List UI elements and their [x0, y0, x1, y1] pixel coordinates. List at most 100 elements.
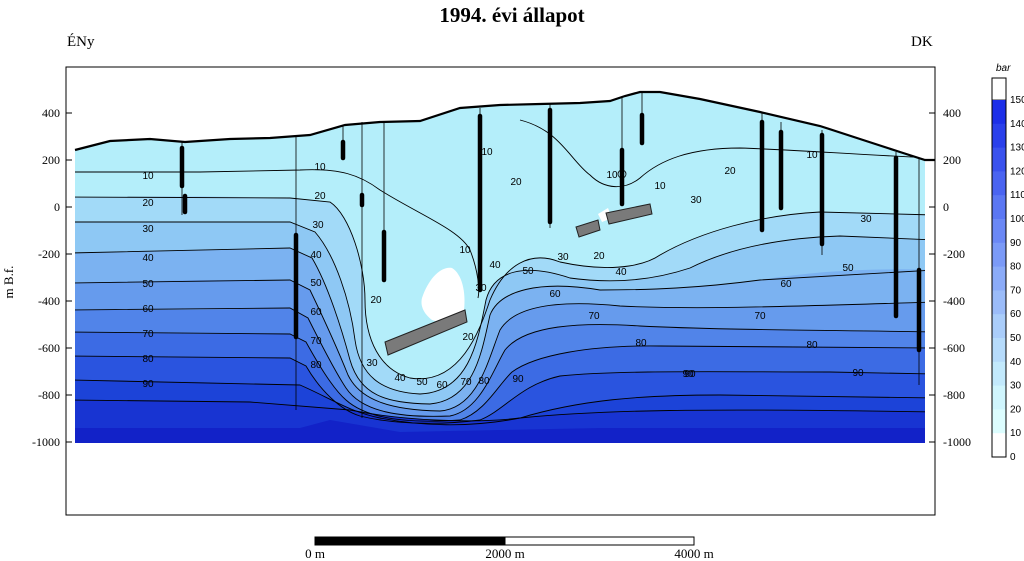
surface-line — [74, 90, 935, 162]
contour-60 — [75, 307, 925, 417]
contour-label: 30 — [366, 358, 378, 369]
contour-90 — [75, 379, 925, 426]
colorbar-outline — [991, 77, 1007, 458]
contour-label: 70 — [310, 336, 322, 347]
right-tick-label: -200 — [943, 247, 965, 261]
colorbar-segment — [992, 409, 1006, 434]
contour-label: 20 — [142, 198, 154, 209]
contour-label: 30 — [690, 195, 702, 206]
contour-label: 50 — [142, 279, 154, 290]
colorbar-segment — [992, 147, 1006, 172]
contour-label: 20 — [593, 251, 605, 262]
right-tick-label: 400 — [943, 106, 961, 120]
right-tick-label: 0 — [943, 200, 949, 214]
colorbar-segment — [992, 242, 1006, 268]
colorbar-segment — [992, 171, 1006, 196]
reservoir-blocks — [384, 203, 653, 356]
contour-label: 70 — [754, 311, 766, 322]
scale-label-2000: 2000 m — [485, 546, 524, 561]
contour-100 — [75, 399, 925, 422]
contour-label: 10 — [654, 181, 666, 192]
well-marker — [617, 169, 627, 179]
figure-title: 1994. évi állapot — [439, 3, 585, 27]
contour-label: 90 — [142, 379, 154, 390]
right-tick-label: -1000 — [943, 435, 971, 449]
scale-segment-light — [504, 536, 695, 546]
contour-40 — [75, 247, 925, 405]
contour-label: 30 — [312, 220, 324, 231]
colorbar-tick-label: 100 — [1010, 214, 1024, 225]
colorbar-tick-label: 50 — [1010, 333, 1022, 344]
contour-label: 80 — [806, 340, 818, 351]
colorbar-tick-label: 90 — [1010, 238, 1022, 249]
colorbar-segment — [992, 219, 1006, 244]
colorbar-tick-label: 0 — [1010, 452, 1016, 463]
contour-label: 20 — [724, 166, 736, 177]
scale-label-4000: 4000 m — [674, 546, 713, 561]
contour-label: 90 — [852, 368, 864, 379]
left-tick-label: 0 — [54, 200, 60, 214]
colorbar-segment — [992, 361, 1006, 387]
right-tick-label: -800 — [943, 388, 965, 402]
right-axis: 400 200 0 -200 -400 -600 -800 -1000 — [929, 106, 971, 449]
colorbar-tick-label: 120 — [1010, 166, 1024, 177]
contour-label: 50 — [416, 377, 428, 388]
left-tick-label: 200 — [42, 153, 60, 167]
direction-left: ÉNy — [67, 34, 95, 50]
contour-label: 20 — [370, 295, 382, 306]
colorbar-segment — [992, 266, 1006, 291]
contour-label: 40 — [394, 373, 406, 384]
colorbar-segment — [992, 433, 1006, 458]
contour-label: 60 — [436, 380, 448, 391]
colorbar-tick-label: 80 — [1010, 262, 1022, 273]
contour-label: 60 — [310, 307, 322, 318]
contour-label: 10 — [806, 150, 818, 161]
contour-label: 30 — [557, 252, 569, 263]
contour-label: 10 — [606, 170, 618, 181]
contour-10-west — [75, 169, 480, 299]
contour-label: 80 — [635, 338, 647, 349]
contour-label: 70 — [142, 329, 154, 340]
reservoir-block-west — [384, 309, 468, 356]
contour-10-east — [519, 119, 925, 188]
contour-label: 70 — [588, 311, 600, 322]
contour-label: 30 — [142, 224, 154, 235]
left-tick-label: -400 — [38, 294, 60, 308]
colorbar-segment — [992, 385, 1006, 410]
contour-label: 20 — [510, 177, 522, 188]
contour-20 — [75, 196, 925, 380]
y-axis-label: m B.f. — [1, 266, 16, 299]
left-tick-label: -1000 — [32, 435, 60, 449]
scale-segment-dark — [314, 536, 506, 546]
colorbar-tick-label: 10 — [1010, 428, 1022, 439]
contour-label: 30 — [475, 283, 487, 294]
contour-label: 70 — [460, 377, 472, 388]
contour-label: 40 — [310, 250, 322, 261]
contour-label: 60 — [780, 279, 792, 290]
colorbar-unit: bar — [996, 63, 1011, 74]
contour-label: 10 — [142, 171, 154, 182]
colorbar-segment — [992, 290, 1006, 315]
right-tick-label: 200 — [943, 153, 961, 167]
colorbar-segment — [992, 195, 1006, 220]
contour-lines — [75, 119, 925, 426]
colorbar-tick-label: 130 — [1010, 143, 1024, 154]
contour-label: 90 — [682, 369, 694, 380]
colorbar-tick-label: 30 — [1010, 381, 1022, 392]
contour-label: 10 — [459, 245, 471, 256]
colorbar-segment — [992, 338, 1006, 363]
contour-label: 30 — [860, 214, 872, 225]
colorbar-tick-label: 150 — [1010, 95, 1024, 106]
contour-label: 50 — [310, 278, 322, 289]
colorbar-segment — [992, 314, 1006, 339]
colorbar-tick-label: 70 — [1010, 285, 1022, 296]
well-screens — [179, 107, 922, 353]
contour-label: 10 — [481, 147, 493, 158]
scale-bar: 0 m 2000 m 4000 m — [305, 536, 714, 561]
contour-50 — [75, 279, 925, 412]
contour-label: 40 — [615, 267, 627, 278]
contour-label: 90 — [684, 369, 696, 380]
